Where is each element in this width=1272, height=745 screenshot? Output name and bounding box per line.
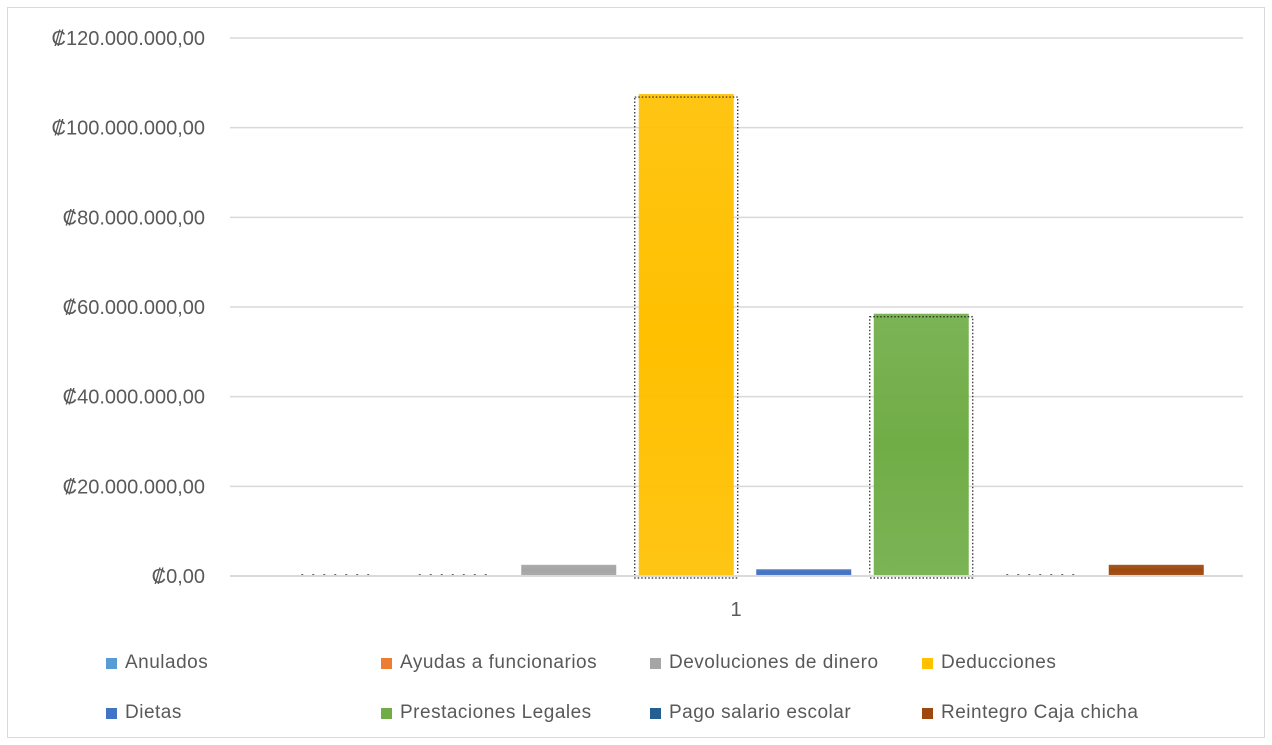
legend-label: Devoluciones de dinero bbox=[669, 652, 879, 673]
gridlines bbox=[230, 37, 1243, 488]
bar-4 bbox=[638, 94, 734, 577]
y-tick-label: ₡20.000.000,00 bbox=[63, 476, 205, 498]
legend-item-deducciones: Deducciones bbox=[922, 652, 1056, 674]
legend-item-dietas: Dietas bbox=[106, 702, 182, 724]
bar-6 bbox=[873, 313, 969, 576]
bar-selection-outline bbox=[634, 96, 739, 579]
legend-swatch bbox=[650, 657, 661, 669]
bar-3 bbox=[521, 564, 617, 576]
y-tick-label: ₡100.000.000,00 bbox=[52, 118, 205, 140]
legend-label: Deducciones bbox=[941, 652, 1057, 673]
y-tick-label: ₡0,00 bbox=[152, 566, 205, 588]
chart-frame bbox=[7, 7, 1265, 738]
legend-label: Ayudas a funcionarios bbox=[400, 652, 598, 673]
legend-label: Prestaciones Legales bbox=[400, 702, 592, 723]
legend-swatch bbox=[381, 707, 392, 719]
y-tick-label: ₡60.000.000,00 bbox=[63, 297, 205, 319]
bar-5 bbox=[756, 569, 852, 576]
y-axis-labels: ₡0,00 ₡20.000.000,00 ₡40.000.000,00 ₡60.000… bbox=[52, 28, 205, 588]
y-tick-label: ₡80.000.000,00 bbox=[63, 207, 205, 229]
legend-item-devoluciones: Devoluciones de dinero bbox=[650, 652, 879, 674]
x-axis-labels: 1 bbox=[730, 599, 741, 621]
legend-item-ayudas: Ayudas a funcionarios bbox=[381, 652, 597, 674]
bars bbox=[301, 94, 1204, 579]
y-tick-label: ₡40.000.000,00 bbox=[63, 387, 205, 409]
legend-swatch bbox=[922, 707, 933, 719]
legend-swatch bbox=[922, 657, 933, 669]
legend-swatch bbox=[381, 657, 392, 669]
legend-swatch bbox=[106, 707, 117, 719]
legend-swatch bbox=[650, 707, 661, 719]
legend-item-prestaciones: Prestaciones Legales bbox=[381, 702, 592, 724]
bar-8 bbox=[1108, 564, 1204, 576]
legend-label: Reintegro Caja chicha bbox=[941, 702, 1139, 723]
y-tick-label: ₡120.000.000,00 bbox=[52, 28, 205, 50]
legend-item-pago-salario: Pago salario escolar bbox=[650, 702, 851, 724]
legend-item-anulados: Anulados bbox=[106, 652, 208, 674]
bar-chart: ₡0,00 ₡20.000.000,00 ₡40.000.000,00 ₡60.000… bbox=[52, 28, 1243, 621]
legend-label: Anulados bbox=[125, 652, 209, 673]
x-tick-label: 1 bbox=[730, 599, 741, 621]
legend-swatch bbox=[106, 657, 117, 669]
legend-label: Pago salario escolar bbox=[669, 702, 852, 723]
legend-item-reintegro: Reintegro Caja chicha bbox=[922, 702, 1138, 724]
legend-label: Dietas bbox=[125, 702, 182, 723]
